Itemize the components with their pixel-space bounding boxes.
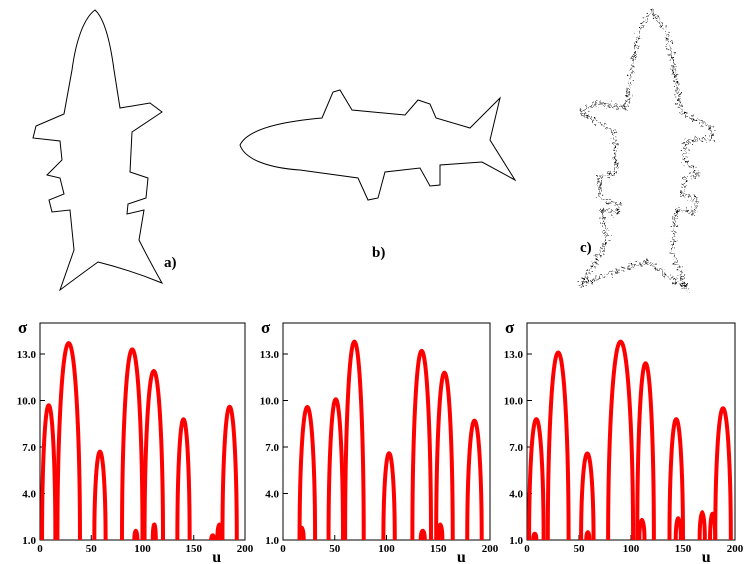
x-tick-label: 100 (134, 543, 151, 555)
css-arch (713, 406, 733, 541)
css-arch (297, 404, 318, 541)
x-tick-label: 0 (524, 543, 530, 555)
x-tick-label: 200 (237, 543, 254, 555)
css-arch (175, 417, 192, 541)
fish-contour-b (239, 89, 517, 201)
css-arch (637, 517, 647, 541)
css-arch (209, 533, 217, 541)
x-tick-label: 200 (482, 543, 499, 555)
css-arch (55, 341, 82, 541)
y-axis-label: σ (18, 318, 28, 337)
panel-label: c) (580, 240, 592, 256)
x-tick-label: 0 (280, 543, 286, 555)
y-axis-label: σ (261, 318, 271, 337)
css-arch (132, 528, 140, 541)
y-tick-label: 1.0 (22, 535, 36, 547)
y-tick-label: 4.0 (265, 489, 279, 501)
y-tick-label: 7.0 (265, 442, 279, 454)
css-arch (635, 361, 656, 541)
x-axis-label: u (212, 549, 221, 564)
css-arch (215, 522, 224, 541)
x-tick-label: 0 (37, 543, 43, 555)
css-arch (40, 403, 58, 541)
css-arch (545, 350, 571, 541)
css-arch (150, 522, 158, 541)
y-axis-label: σ (505, 318, 515, 337)
y-tick-label: 10.0 (17, 396, 37, 408)
panel-label: b) (372, 245, 385, 261)
y-tick-label: 4.0 (22, 489, 36, 501)
css-arch (92, 449, 108, 541)
panel-label: a) (164, 255, 177, 271)
y-tick-label: 13.0 (504, 349, 524, 361)
css-arch (584, 530, 592, 541)
css-arch (606, 339, 636, 541)
css-arch (531, 531, 539, 541)
y-tick-label: 7.0 (509, 442, 523, 454)
x-tick-label: 150 (186, 543, 203, 555)
x-tick-label: 50 (329, 543, 341, 555)
y-tick-label: 13.0 (260, 349, 280, 361)
y-tick-label: 1.0 (265, 535, 279, 547)
y-tick-label: 13.0 (17, 349, 37, 361)
y-tick-label: 4.0 (509, 489, 523, 501)
x-tick-label: 100 (623, 543, 640, 555)
css-arch (381, 451, 397, 541)
x-tick-label: 150 (675, 543, 692, 555)
css-arch (220, 404, 239, 541)
x-tick-label: 50 (574, 543, 586, 555)
css-arch (673, 516, 683, 541)
css-arch (465, 418, 484, 541)
css-arch (579, 451, 596, 541)
css-arch (418, 528, 427, 541)
fish-contour-a (32, 9, 164, 292)
x-tick-label: 50 (86, 543, 98, 555)
css-arch (410, 348, 434, 541)
x-tick-label: 150 (430, 543, 447, 555)
y-tick-label: 7.0 (22, 442, 36, 454)
fish-contour-c (579, 11, 714, 290)
css-arch (343, 339, 366, 541)
css-arch (142, 369, 165, 541)
css-arch (436, 522, 445, 541)
css-arch (120, 347, 145, 541)
css-arch (667, 417, 685, 541)
x-axis-label: u (457, 549, 466, 564)
y-tick-label: 1.0 (509, 535, 523, 547)
css-arch (697, 510, 707, 541)
css-arch (527, 417, 546, 541)
x-tick-label: 200 (727, 543, 744, 555)
css-arch (708, 511, 718, 541)
x-tick-label: 100 (378, 543, 395, 555)
css-arch (297, 525, 306, 541)
x-axis-label: u (702, 549, 711, 564)
y-tick-label: 10.0 (260, 396, 280, 408)
css-arch (326, 397, 346, 541)
y-tick-label: 10.0 (504, 396, 524, 408)
css-arch (434, 370, 455, 541)
